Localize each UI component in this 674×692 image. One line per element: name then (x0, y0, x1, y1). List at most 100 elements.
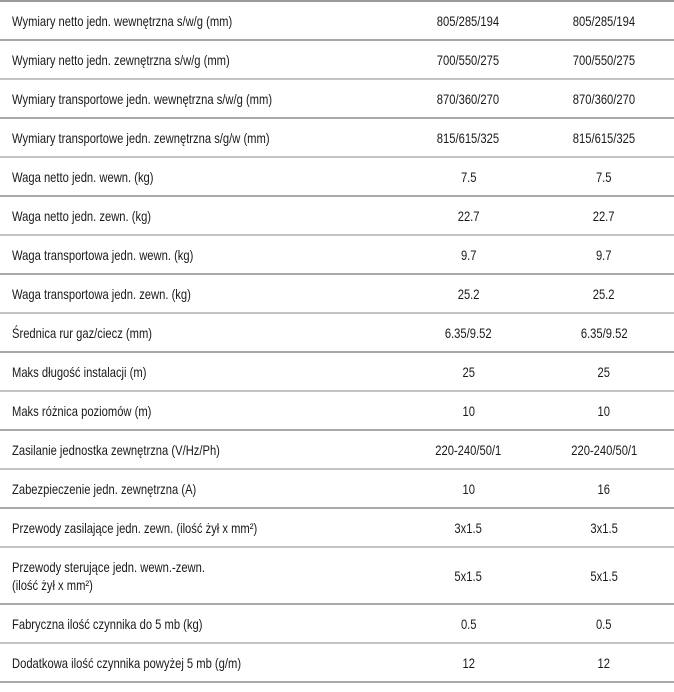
value-model-2: 22.7 (592, 207, 615, 224)
row-label: Maks różnica poziomów (m) (0, 391, 404, 431)
value-cell: 0.5 (403, 604, 534, 644)
table-row: Fabryczna ilość czynnika do 5 mb (kg) 0.5… (0, 604, 674, 644)
value-cell: 220-240/50/1 (403, 430, 534, 470)
value-model-2: 815/615/325 (572, 129, 635, 146)
row-label-text: Zabezpieczenie jedn. zewnętrzna (A) (12, 480, 197, 497)
row-label-text: Dodatkowa ilość czynnika powyżej 5 mb (g… (12, 654, 242, 671)
value-cell: 805/285/194 (533, 1, 674, 41)
value-model-1: 9.7 (460, 246, 477, 263)
value-cell: 805/285/194 (403, 1, 534, 41)
table-row: Maks długość instalacji (m) 25 25 (0, 352, 674, 392)
value-model-1: 6.35/9.52 (445, 324, 492, 341)
table-row: Maks różnica poziomów (m) 10 10 (0, 391, 674, 431)
value-model-1: 220-240/50/1 (435, 441, 502, 458)
table-row: Średnica rur gaz/ciecz (mm) 6.35/9.52 6.35… (0, 313, 674, 353)
row-label-text: Wymiary netto jedn. wewnętrzna s/w/g (mm… (12, 12, 233, 29)
value-model-1: 25 (462, 363, 475, 380)
row-label-text: Wymiary transportowe jedn. zewnętrzna s/… (12, 129, 270, 146)
table-row: Wymiary netto jedn. zewnętrzna s/w/g (mm… (0, 40, 674, 80)
row-label-text: Maks długość instalacji (m) (12, 363, 147, 380)
value-cell: 815/615/325 (403, 118, 534, 158)
table-row: Waga transportowa jedn. wewn. (kg) 9.7 9.7 (0, 235, 674, 275)
value-cell: 700/550/275 (533, 40, 674, 80)
row-label-text: Waga netto jedn. zewn. (kg) (12, 207, 152, 224)
value-model-2: 25.2 (592, 285, 615, 302)
value-cell: 700/550/275 (403, 40, 534, 80)
value-cell: 6.35/9.52 (533, 313, 674, 353)
value-model-2: 6.35/9.52 (580, 324, 628, 341)
value-model-2: 220-240/50/1 (570, 441, 637, 458)
value-cell: 6.35/9.52 (403, 313, 534, 353)
value-model-1: 0.5 (460, 615, 477, 632)
row-label: Wymiary transportowe jedn. zewnętrzna s/… (0, 118, 404, 158)
value-cell: 25.2 (403, 274, 534, 314)
row-label-text: Waga transportowa jedn. wewn. (kg) (12, 246, 194, 263)
value-cell: 870/360/270 (533, 79, 674, 119)
value-model-1: 7.5 (460, 168, 477, 185)
value-model-1: 870/360/270 (437, 90, 500, 107)
row-label-text: Fabryczna ilość czynnika do 5 mb (kg) (12, 615, 203, 632)
row-label: Średnica rur gaz/ciecz (mm) (0, 313, 404, 353)
value-cell: 12 (403, 643, 534, 683)
value-model-1: 22.7 (457, 207, 480, 224)
table-row: Wymiary transportowe jedn. zewnętrzna s/… (0, 118, 674, 158)
value-model-2: 870/360/270 (572, 90, 635, 107)
value-cell: 22.7 (533, 196, 674, 236)
row-label-text: Waga transportowa jedn. zewn. (kg) (12, 285, 191, 302)
value-cell: 25.2 (533, 274, 674, 314)
value-cell: 220-240/50/1 (533, 430, 674, 470)
value-cell: 870/360/270 (403, 79, 534, 119)
row-label: Waga transportowa jedn. zewn. (kg) (0, 274, 404, 314)
value-cell: 25 (533, 352, 674, 392)
value-cell: 22.7 (403, 196, 534, 236)
row-label-text: Wymiary netto jedn. zewnętrzna s/w/g (mm… (12, 51, 230, 68)
row-label: Maks długość instalacji (m) (0, 352, 404, 392)
value-cell: 3x1.5 (533, 508, 674, 548)
value-model-1: 10 (462, 480, 475, 497)
value-model-1: 10 (462, 402, 475, 419)
value-model-1: 805/285/194 (437, 12, 500, 29)
row-label: Wymiary netto jedn. wewnętrzna s/w/g (mm… (0, 1, 404, 41)
value-model-2: 700/550/275 (572, 51, 635, 68)
row-label: Wymiary netto jedn. zewnętrzna s/w/g (mm… (0, 40, 404, 80)
value-model-2: 25 (597, 363, 611, 380)
row-label-text: Waga netto jedn. wewn. (kg) (12, 168, 154, 185)
value-model-1: 5x1.5 (454, 567, 483, 584)
table-row: Zabezpieczenie jedn. zewnętrzna (A) 10 16 (0, 469, 674, 509)
value-cell: 7.5 (403, 157, 534, 197)
value-model-1: 25.2 (457, 285, 480, 302)
value-cell: 12 (533, 643, 674, 683)
value-model-2: 16 (597, 480, 611, 497)
value-cell: 9.7 (533, 235, 674, 275)
value-model-1: 700/550/275 (437, 51, 500, 68)
value-cell: 16 (533, 469, 674, 509)
table-row: Przewody zasilające jedn. zewn. (ilość ż… (0, 508, 674, 548)
value-model-1: 815/615/325 (437, 129, 500, 146)
value-model-2: 7.5 (595, 168, 612, 185)
table-row: Wymiary transportowe jedn. wewnętrzna s/… (0, 79, 674, 119)
table-row: Przewody sterujące jedn. wewn.-zewn. (ilo… (0, 547, 674, 605)
row-label-text: Maks różnica poziomów (m) (12, 402, 152, 419)
row-label: Dodatkowa ilość czynnika powyżej 5 mb (g… (0, 643, 404, 683)
row-label: Waga netto jedn. wewn. (kg) (0, 157, 404, 197)
table-row: Wymiary netto jedn. wewnętrzna s/w/g (mm… (0, 1, 674, 41)
row-label: Zabezpieczenie jedn. zewnętrzna (A) (0, 469, 404, 509)
value-cell: 815/615/325 (533, 118, 674, 158)
value-model-1: 12 (462, 654, 475, 671)
value-model-2: 12 (597, 654, 611, 671)
value-model-2: 9.7 (595, 246, 612, 263)
value-cell: 5x1.5 (403, 547, 534, 605)
row-label: Wymiary transportowe jedn. wewnętrzna s/… (0, 79, 404, 119)
value-model-2: 5x1.5 (590, 567, 618, 584)
value-model-1: 3x1.5 (454, 519, 483, 536)
table-row: Waga netto jedn. zewn. (kg) 22.7 22.7 (0, 196, 674, 236)
value-cell: 10 (403, 391, 534, 431)
row-label: Przewody zasilające jedn. zewn. (ilość ż… (0, 508, 404, 548)
row-label: Fabryczna ilość czynnika do 5 mb (kg) (0, 604, 404, 644)
table-row: Waga netto jedn. wewn. (kg) 7.5 7.5 (0, 157, 674, 197)
row-label-text: Średnica rur gaz/ciecz (mm) (12, 324, 153, 341)
row-label-text: Przewody zasilające jedn. zewn. (ilość ż… (12, 519, 258, 536)
value-cell: 7.5 (533, 157, 674, 197)
value-cell: 10 (403, 469, 534, 509)
